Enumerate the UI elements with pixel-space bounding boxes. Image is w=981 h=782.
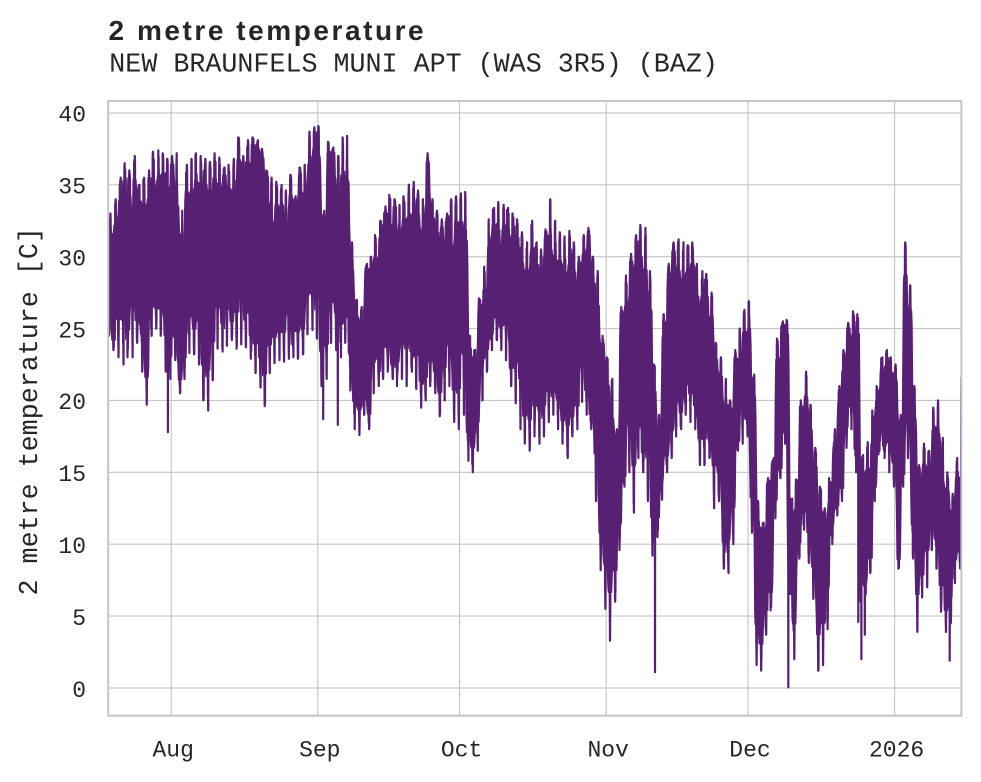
svg-text:5: 5 <box>72 606 86 632</box>
svg-text:Sep: Sep <box>299 738 340 764</box>
svg-text:0: 0 <box>72 678 86 704</box>
svg-text:Dec: Dec <box>729 738 770 764</box>
svg-text:10: 10 <box>58 534 86 560</box>
svg-text:20: 20 <box>58 390 86 416</box>
svg-text:35: 35 <box>58 175 86 201</box>
svg-text:25: 25 <box>58 318 86 344</box>
svg-text:15: 15 <box>58 462 86 488</box>
svg-text:2 metre temperature [C]: 2 metre temperature [C] <box>16 227 46 595</box>
svg-text:Aug: Aug <box>152 738 193 764</box>
svg-text:40: 40 <box>58 103 86 129</box>
svg-text:2 metre temperature: 2 metre temperature <box>109 15 427 46</box>
svg-text:NEW BRAUNFELS MUNI APT (WAS 3R: NEW BRAUNFELS MUNI APT (WAS 3R5) (BAZ) <box>109 51 718 81</box>
svg-text:2026: 2026 <box>869 738 924 764</box>
svg-text:30: 30 <box>58 247 86 273</box>
svg-text:Oct: Oct <box>441 738 482 764</box>
svg-text:Nov: Nov <box>587 738 629 764</box>
